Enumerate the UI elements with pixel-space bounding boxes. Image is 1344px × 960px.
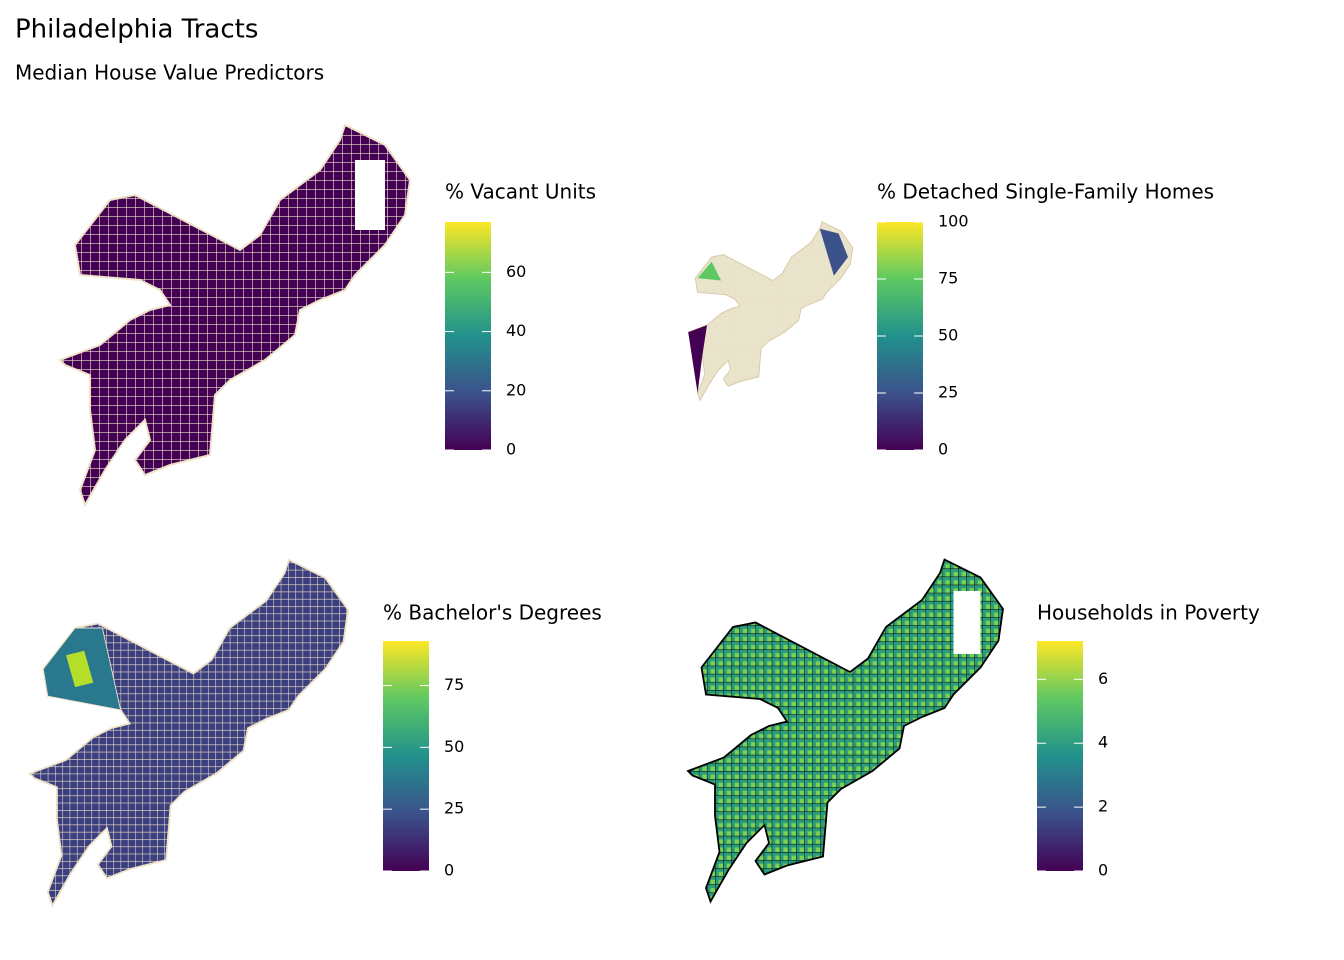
map-panel: [28, 558, 350, 907]
legend-title: % Detached Single-Family Homes: [877, 180, 1214, 204]
legend-title: Households in Poverty: [1037, 601, 1260, 625]
legend-tick-label: 0: [938, 440, 948, 459]
map-panel: [59, 124, 411, 506]
legend-tick-label: 2: [1098, 797, 1108, 816]
legend-tick-label: 6: [1098, 669, 1108, 688]
legend-tick-label: 75: [444, 675, 464, 694]
legend-tick-label: 50: [444, 737, 464, 756]
colorbar: [1037, 641, 1083, 871]
legend-tick-label: 100: [938, 212, 969, 231]
legend-title: % Bachelor's Degrees: [383, 601, 602, 625]
legend-tick-label: 60: [506, 262, 526, 281]
legend-tick-label: 25: [444, 799, 464, 818]
legend-tick-label: 50: [938, 326, 958, 345]
legend-tick-label: 25: [938, 383, 958, 402]
map-panel: [687, 221, 854, 401]
figure-title: Philadelphia Tracts: [15, 15, 258, 45]
colorbar: [445, 222, 491, 450]
map-panel: [687, 558, 1004, 903]
legend-tick-label: 20: [506, 380, 526, 399]
legend-tick-label: 40: [506, 321, 526, 340]
legend-tick-label: 0: [1098, 861, 1108, 880]
colorbar: [383, 641, 429, 871]
legend-tick-label: 4: [1098, 733, 1108, 752]
legend-tick-label: 0: [444, 861, 454, 880]
legend-title: % Vacant Units: [445, 180, 596, 204]
figure-subtitle: Median House Value Predictors: [15, 61, 324, 85]
legend-tick-label: 75: [938, 269, 958, 288]
legend-tick-label: 0: [506, 440, 516, 459]
